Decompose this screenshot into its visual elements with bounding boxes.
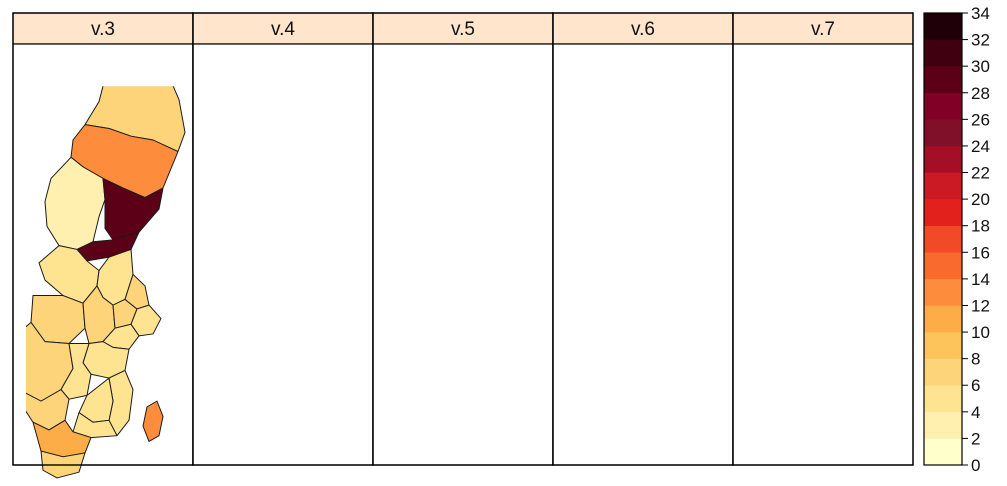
colorbar-tick-label: 24 <box>971 137 990 156</box>
colorbar-swatch <box>924 145 962 173</box>
colorbar-tick-label: 26 <box>971 110 990 129</box>
colorbar-tick-label: 30 <box>971 57 990 76</box>
region-vasternorr <box>102 177 164 241</box>
colorbar-border <box>923 12 963 466</box>
panel-title: v.7 <box>811 19 835 40</box>
colorbar-swatch <box>924 278 962 306</box>
colorbar-tick-label: 2 <box>971 429 980 448</box>
region-gavle_sw <box>76 231 140 262</box>
colorbar-swatch <box>924 225 962 253</box>
colorbar-tick-label: 20 <box>971 190 990 209</box>
colorbar-swatch <box>924 358 962 386</box>
colorbar-swatch <box>924 13 962 40</box>
panel-title: v.6 <box>631 19 655 40</box>
colorbar-tick-label: 28 <box>971 84 990 103</box>
colorbar-swatch <box>924 119 962 147</box>
colorbar-swatch <box>924 199 962 227</box>
region-group <box>26 86 186 479</box>
map-frame <box>192 43 374 466</box>
map-panel-1: v.3 <box>12 12 194 479</box>
colorbar-swatch <box>924 39 962 67</box>
map-panel-3: v.5 <box>372 12 554 466</box>
colorbar-swatch <box>924 92 962 120</box>
map-panel-4: v.6 <box>552 12 734 466</box>
map-frame <box>372 43 554 466</box>
colorbar-tick-label: 16 <box>971 243 990 262</box>
colorbar-tick-label: 18 <box>971 217 990 236</box>
panel-title: v.4 <box>271 19 295 40</box>
panel-header <box>552 12 734 45</box>
colorbar-tick-label: 14 <box>971 270 990 289</box>
map-panel-2: v.4 <box>192 12 374 466</box>
colorbar-swatch <box>924 332 962 359</box>
colorbar-swatch <box>924 172 962 200</box>
panel-title: v.5 <box>451 19 475 40</box>
colorbar-tick-label: 12 <box>971 296 990 315</box>
region-uppsala <box>124 273 150 310</box>
map-frame <box>732 43 914 466</box>
map-panel-5: v.7 <box>732 12 914 466</box>
map-panels: v.3 v.4 v.5 v.6 v.7 <box>12 12 914 479</box>
colorbar-tick-label: 0 <box>971 456 980 475</box>
colorbar-swatch <box>924 252 962 280</box>
colorbar-tick-label: 34 <box>971 4 990 23</box>
colorbar-tick-label: 4 <box>971 403 980 422</box>
colorbar-swatch <box>924 305 962 333</box>
panel-title: v.3 <box>91 19 115 40</box>
colorbar-swatch <box>924 385 962 413</box>
panel-header <box>732 12 914 45</box>
region-gotland <box>142 400 164 442</box>
colorbar-swatch <box>924 66 962 94</box>
colorbar-tick-label: 22 <box>971 164 990 183</box>
colorbar-tick-label: 8 <box>971 350 980 369</box>
panel-header <box>12 12 194 45</box>
colorbar-tick-label: 10 <box>971 323 990 342</box>
map-frame <box>552 43 734 466</box>
panel-border <box>732 12 914 466</box>
colorbar-swatch <box>924 411 962 439</box>
colorbar-tick-label: 32 <box>971 31 990 50</box>
colorbar-tick-label: 6 <box>971 376 980 395</box>
colorbar-swatch <box>924 438 962 466</box>
